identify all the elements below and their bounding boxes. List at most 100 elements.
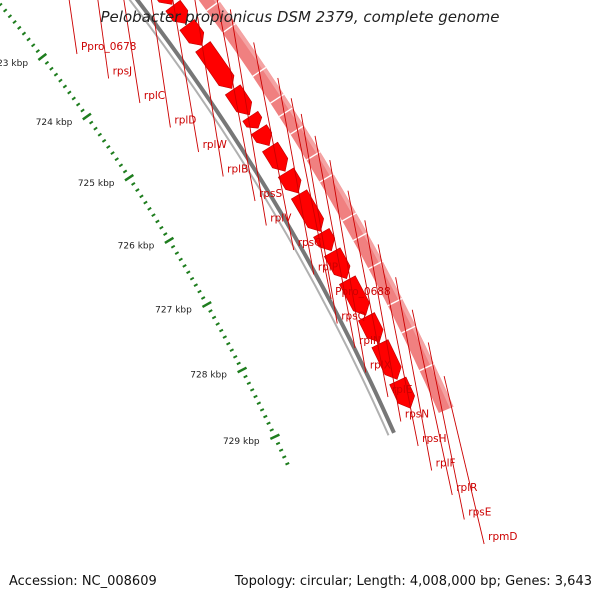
- gene-arrow[interactable]: [179, 19, 205, 46]
- ruler-minor-tick: [186, 270, 191, 275]
- ruler-minor-tick: [17, 25, 22, 30]
- gene-label[interactable]: rpsC: [298, 237, 322, 249]
- ruler-minor-tick: [275, 441, 281, 446]
- ruler-minor-tick: [2, 8, 8, 13]
- ruler-minor-tick: [93, 126, 98, 131]
- ruler-minor-tick: [178, 257, 183, 262]
- ruler-minor-tick: [89, 120, 94, 125]
- ruler-minor-tick: [110, 151, 115, 155]
- ruler-minor-tick: [200, 296, 206, 300]
- gene-label[interactable]: rpsQ: [341, 311, 366, 323]
- gene-leader-line: [68, 0, 78, 55]
- ruler-label: 726 kbp: [118, 242, 155, 252]
- gene-leader-line: [150, 0, 171, 128]
- gene-leader-line: [97, 0, 110, 79]
- gene-arrow[interactable]: [290, 189, 324, 232]
- gene-leader-line: [411, 309, 453, 496]
- ruler-label: 727 kbp: [155, 305, 192, 315]
- gene-label[interactable]: rplB: [227, 164, 248, 176]
- gene-label[interactable]: rplC: [144, 90, 165, 102]
- ruler-minor-tick: [246, 381, 252, 386]
- ruler-minor-tick: [143, 200, 148, 205]
- gene-arrow[interactable]: [195, 41, 235, 89]
- ruler-minor-tick: [229, 348, 234, 353]
- ruler-minor-tick: [266, 421, 271, 426]
- ruler-label: 728 kbp: [190, 371, 227, 381]
- ruler-minor-tick: [135, 188, 140, 193]
- ruler-minor-tick: [236, 361, 241, 366]
- gene-leader-line: [300, 113, 338, 324]
- ruler-minor-tick: [35, 49, 40, 54]
- gene-leader-line: [364, 220, 402, 422]
- ruler-minor-tick: [232, 354, 238, 359]
- ruler-minor-tick: [182, 263, 187, 268]
- gene-arrow[interactable]: [251, 124, 273, 146]
- ruler-minor-tick: [218, 328, 224, 333]
- gene-label[interactable]: rpsE: [468, 507, 491, 519]
- ruler-minor-tick: [159, 225, 164, 230]
- gene-label[interactable]: rplV: [270, 213, 292, 225]
- ruler-minor-tick: [151, 213, 156, 218]
- ruler-label: 725 kbp: [78, 179, 115, 189]
- ruler-minor-tick: [269, 428, 274, 432]
- gene-leader-line: [427, 342, 465, 520]
- gene-arrow[interactable]: [313, 227, 335, 252]
- gene-label[interactable]: Ppro_0678: [81, 41, 136, 53]
- ruler-minor-tick: [285, 462, 290, 466]
- gene-leader-line: [229, 9, 267, 226]
- cds-band: [198, 0, 454, 414]
- ruler-major-tick: [37, 52, 48, 62]
- gene-leader-line: [277, 77, 315, 275]
- ruler-label: 724 kbp: [36, 118, 73, 128]
- gene-leader-line: [216, 0, 256, 202]
- ruler-minor-tick: [249, 388, 255, 392]
- ruler-minor-tick: [80, 108, 85, 113]
- map-title: Pelobacter propionicus DSM 2379, complet…: [100, 8, 500, 26]
- cds-band-separator: [401, 325, 417, 334]
- ruler-minor-tick: [30, 43, 36, 48]
- gene-label[interactable]: rplW: [203, 139, 228, 151]
- ruler-minor-tick: [259, 408, 265, 412]
- ruler-minor-tick: [114, 157, 119, 162]
- ruler-minor-tick: [193, 283, 199, 287]
- cds-band-separator: [270, 93, 285, 104]
- ruler-minor-tick: [26, 37, 31, 42]
- gene-arrow[interactable]: [165, 0, 189, 24]
- ruler-minor-tick: [0, 2, 3, 7]
- gene-leader-line: [123, 0, 141, 104]
- gene-label[interactable]: rplN: [359, 335, 381, 347]
- gene-leader-line: [377, 244, 419, 447]
- genome-backbone-inner: [128, 0, 390, 436]
- gene-label[interactable]: rpsS: [259, 188, 282, 200]
- gene-arrow[interactable]: [125, 0, 173, 5]
- gene-arrow[interactable]: [242, 110, 263, 129]
- gene-arrow[interactable]: [358, 312, 384, 343]
- cds-band-separator: [319, 173, 334, 183]
- ruler-major-tick: [124, 173, 135, 182]
- gene-arrow[interactable]: [389, 376, 415, 409]
- ruler-major-tick: [237, 366, 248, 374]
- gene-label[interactable]: rplR: [456, 482, 477, 494]
- ruler-minor-tick: [131, 181, 136, 186]
- gene-leader-line: [172, 0, 200, 153]
- gene-label[interactable]: rpsN: [405, 409, 429, 421]
- gene-label[interactable]: rplX: [370, 360, 391, 372]
- gene-arrow[interactable]: [262, 141, 289, 172]
- cds-band-separator: [341, 212, 357, 222]
- cds-band-separator: [419, 363, 435, 372]
- gene-arrow[interactable]: [224, 84, 253, 116]
- gene-label[interactable]: rpmD: [488, 531, 517, 543]
- ruler-minor-tick: [62, 84, 68, 89]
- ruler-minor-tick: [21, 31, 27, 36]
- accession-text: Accession: NC_008609: [9, 574, 157, 589]
- cds-band-separator: [278, 107, 294, 118]
- ruler-minor-tick: [282, 455, 287, 459]
- gene-label[interactable]: rplD: [174, 115, 196, 127]
- ruler-minor-tick: [101, 138, 107, 143]
- gene-arrow[interactable]: [323, 247, 351, 280]
- ruler-minor-tick: [44, 60, 50, 65]
- gene-label[interactable]: rpsJ: [113, 66, 133, 78]
- ruler-minor-tick: [208, 309, 213, 313]
- ruler-minor-tick: [118, 163, 124, 168]
